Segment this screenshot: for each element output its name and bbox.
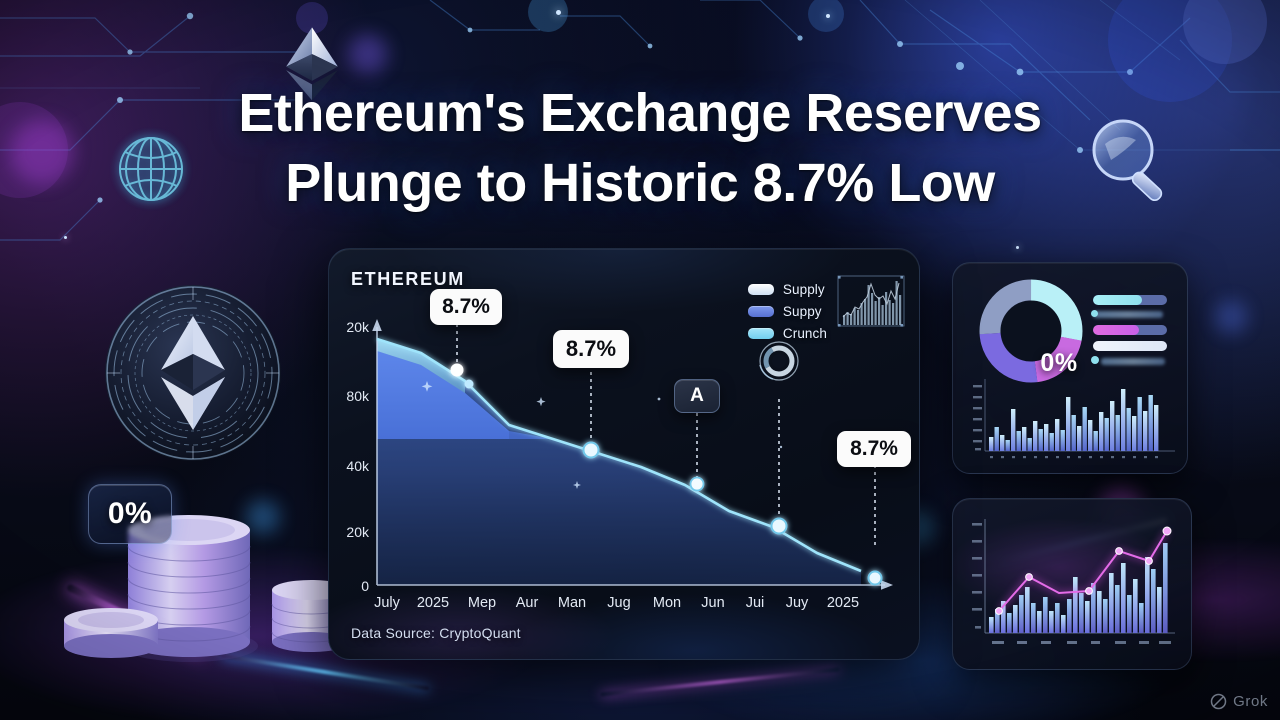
annotation-chip-label: 8.7%	[442, 295, 490, 318]
legend-label: Suppy	[782, 303, 822, 319]
panel-bar-chart	[973, 379, 1175, 459]
annotation-chip-label: 8.7%	[565, 336, 617, 361]
bullet-dot-1	[1091, 310, 1098, 317]
svg-text:Jug: Jug	[607, 595, 630, 611]
annotation-chip-label: 8.7%	[850, 437, 898, 460]
chart-card-title: ETHEREUM	[351, 269, 465, 289]
legend-swatch-crunch	[747, 327, 774, 339]
panel-combo-chart	[972, 519, 1175, 644]
chart-data-source: Data Source: CryptoQuant	[351, 625, 521, 641]
legend-item: Suppy	[747, 301, 827, 321]
coin-stack-icon	[64, 515, 351, 662]
svg-text:2025: 2025	[417, 595, 449, 611]
progress-bar-1	[1093, 295, 1167, 305]
globe-icon	[119, 137, 183, 201]
legend-item: Crunch	[747, 323, 827, 343]
svg-text:80k: 80k	[346, 388, 370, 404]
svg-text:20k: 20k	[346, 319, 370, 335]
svg-text:0: 0	[361, 578, 369, 594]
grok-watermark: Grok	[1210, 693, 1268, 710]
svg-text:Juy: Juy	[786, 595, 809, 611]
panel-label-blurred-1	[1093, 311, 1163, 318]
annotation-chip-label: A	[690, 385, 704, 406]
grok-watermark-label: Grok	[1233, 693, 1268, 710]
svg-text:Jui: Jui	[746, 595, 765, 611]
progress-bar-3	[1093, 341, 1167, 351]
left-percent-badge: 0%	[88, 484, 172, 544]
svg-text:July: July	[374, 595, 401, 611]
ethereum-chart-card: ETHEREUM Supply Suppy Crunch	[328, 248, 920, 660]
magnifier-icon	[1092, 119, 1163, 202]
legend-swatch-supply	[747, 283, 774, 295]
svg-text:Man: Man	[558, 595, 586, 611]
donut-kpi-panel: 0%	[952, 262, 1188, 474]
annotation-chip-2: 8.7%	[553, 330, 629, 368]
bar-line-trend-panel	[952, 498, 1192, 670]
legend-swatch-suppy	[747, 305, 774, 317]
svg-text:40k: 40k	[346, 458, 370, 474]
svg-text:Mep: Mep	[468, 595, 496, 611]
left-percent-badge-value: 0%	[107, 497, 153, 530]
annotation-chip-1: 8.7%	[430, 289, 502, 325]
annotation-chip-4: 8.7%	[837, 431, 911, 467]
annotation-chip-3: A	[674, 379, 720, 413]
legend-label: Supply	[782, 281, 825, 297]
progress-bar-2	[1093, 325, 1167, 335]
svg-text:20k: 20k	[346, 524, 370, 540]
chart-legend: Supply Suppy Crunch	[747, 279, 827, 345]
svg-text:Jun: Jun	[701, 595, 724, 611]
legend-mini-chart	[837, 275, 905, 327]
reserves-area-chart: 20k 80k 40k 20k 0 July 2025 Mep Aur Man …	[346, 319, 893, 611]
grok-logo-icon	[1210, 693, 1227, 710]
donut-center-value: 0%	[1040, 348, 1078, 377]
ethereum-diamond-icon	[286, 27, 338, 101]
panel-label-blurred-2	[1101, 358, 1165, 365]
donut-chart	[979, 279, 1083, 383]
svg-text:Aur: Aur	[516, 595, 539, 611]
ethereum-coin-icon	[105, 285, 281, 461]
svg-text:2025: 2025	[827, 595, 859, 611]
svg-text:Mon: Mon	[653, 595, 681, 611]
legend-item: Supply	[747, 279, 827, 299]
legend-label: Crunch	[782, 325, 827, 341]
bullet-dot-2	[1091, 356, 1099, 364]
